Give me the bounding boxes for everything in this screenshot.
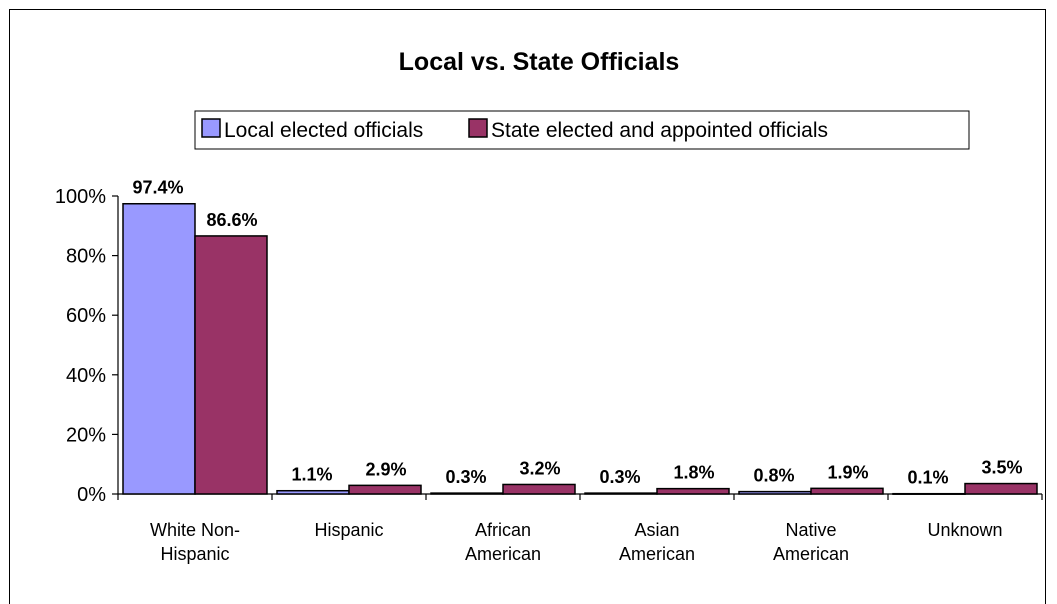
category-label: African American [465, 520, 541, 564]
bar-series-2 [810, 487, 884, 495]
bar-series-2 [194, 235, 268, 495]
data-label-series-1: 1.1% [291, 465, 332, 485]
data-label-series-2: 3.5% [981, 458, 1022, 478]
data-label-series-1: 0.3% [599, 467, 640, 487]
bar-series-1 [122, 202, 196, 495]
data-label-series-2: 1.8% [673, 463, 714, 483]
data-label-series-1: 0.1% [907, 468, 948, 488]
data-label-series-2: 1.9% [827, 462, 868, 482]
legend-label-1: Local elected officials [224, 119, 423, 142]
bar-series-2 [348, 484, 422, 495]
y-tick-label: 80% [66, 246, 106, 268]
bar-series-1 [430, 492, 504, 495]
data-label-series-1: 0.3% [445, 467, 486, 487]
plot-area: 0% 20% 40% 60% 80% 100% White Non-Hispanic Hisp… [55, 178, 1043, 564]
y-tick-label: 20% [66, 424, 106, 446]
chart-title: Local vs. State Officials [399, 48, 680, 76]
data-label-series-1: 0.8% [753, 466, 794, 486]
bar-series-1 [584, 492, 658, 495]
bar-series-1 [892, 492, 966, 495]
category-label: Hispanic [314, 520, 383, 540]
bar-series-1 [276, 489, 350, 495]
category-label: Unknown [927, 520, 1002, 540]
legend-swatch-2 [468, 118, 488, 138]
bar-series-2 [656, 487, 730, 495]
bar-series-2 [964, 482, 1038, 495]
data-label-series-2: 2.9% [365, 459, 406, 479]
data-label-series-1: 97.4% [132, 178, 183, 198]
category-label: Native American [773, 520, 849, 564]
bar-series-2 [502, 483, 576, 495]
bar-series-1 [738, 490, 812, 495]
legend: Local elected officials State elected and… [194, 110, 970, 150]
data-label-series-2: 86.6% [206, 210, 257, 230]
y-tick-label: 0% [77, 484, 106, 506]
category-label: White Non-Hispanic [150, 520, 240, 564]
data-label-series-2: 3.2% [519, 458, 560, 478]
y-tick-label: 60% [66, 305, 106, 327]
legend-label-2: State elected and appointed officials [491, 119, 828, 142]
category-label: Asian American [619, 520, 695, 564]
y-tick-label: 40% [66, 365, 106, 387]
legend-box [194, 110, 970, 150]
legend-swatch-1 [201, 118, 221, 138]
chart-frame [9, 9, 1046, 604]
y-tick-label: 100% [55, 186, 106, 208]
